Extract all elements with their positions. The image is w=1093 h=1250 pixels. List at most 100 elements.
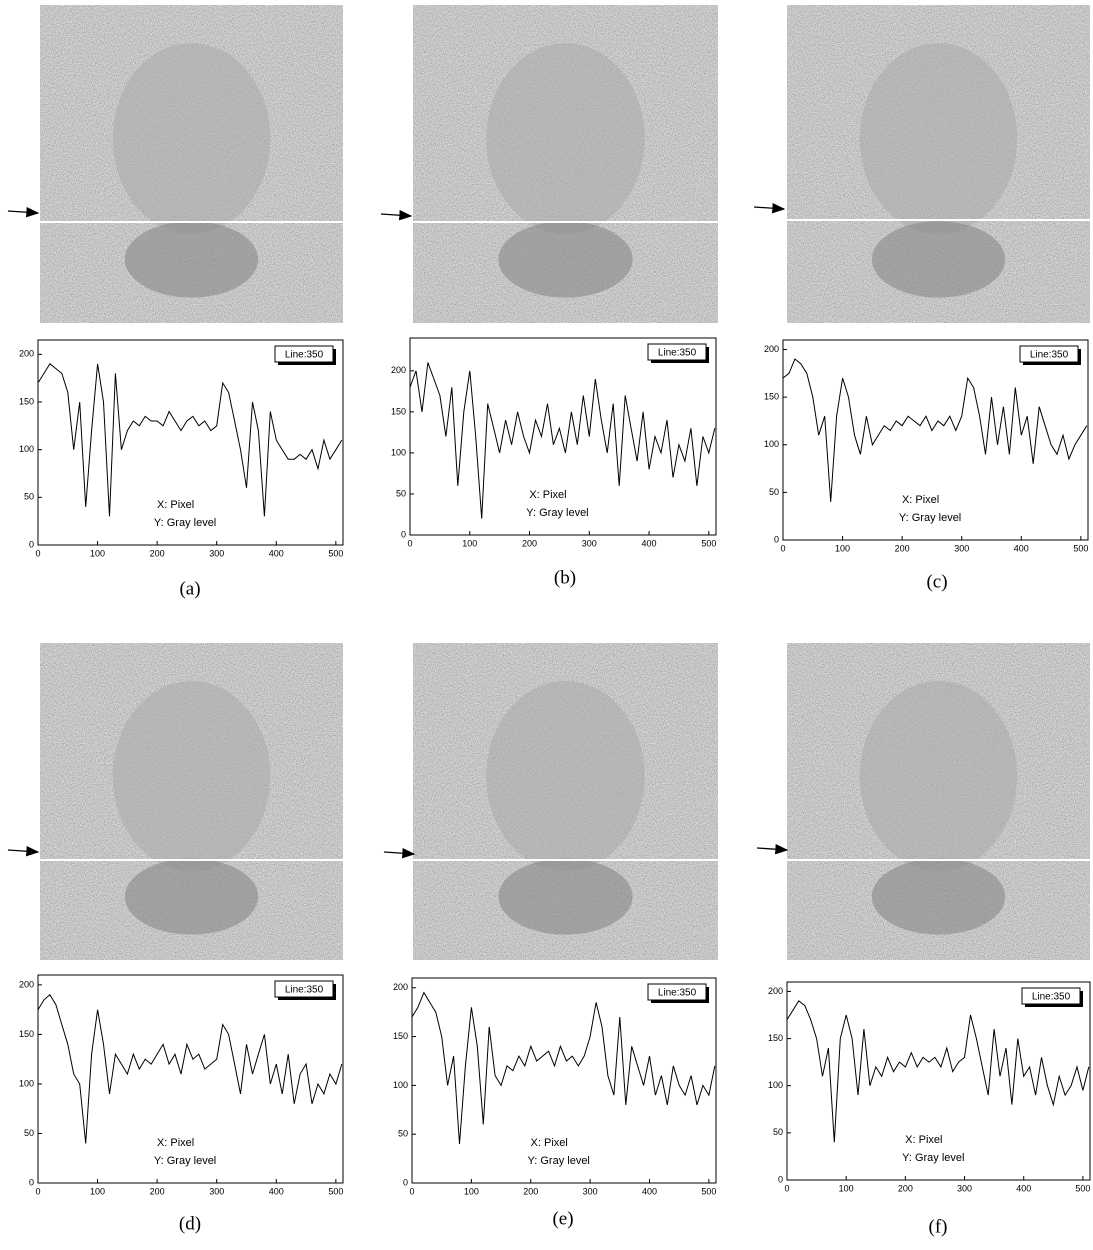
data-line [37, 994, 343, 1144]
y-tick-label: 150 [768, 1033, 783, 1043]
x-tick-label: 400 [269, 1186, 284, 1196]
photo-muzzle [124, 221, 259, 298]
plot-frame [37, 974, 344, 1184]
y-tick-label: 150 [393, 1031, 408, 1041]
x-tick-label: 400 [269, 548, 284, 558]
panel: 0 100 200 300 400 500 0 50 100 150 200 Line:350 X: P… [7, 5, 344, 599]
annotation: Y: Gray level [899, 512, 961, 524]
data-line [782, 358, 1088, 502]
x-tick-label: 300 [957, 1183, 972, 1193]
legend-label: Line:350 [285, 985, 324, 996]
x-tick-label: 300 [209, 548, 224, 558]
data-line [786, 1000, 1090, 1143]
x-tick-label: 200 [150, 548, 165, 558]
y-tick-label: 50 [773, 1127, 783, 1137]
photo-muzzle [498, 858, 633, 935]
arrow [753, 203, 786, 214]
legend-label: Line:350 [285, 350, 324, 361]
y-tick-label: 100 [393, 1080, 408, 1090]
x-tick-label: 500 [1075, 1183, 1090, 1193]
y-tick-label: 50 [398, 1129, 408, 1139]
panel-caption: (e) [552, 1208, 573, 1229]
photo-face [112, 43, 271, 234]
panel-caption: (a) [179, 578, 200, 599]
x-tick-label: 500 [328, 1186, 343, 1196]
photo-muzzle [871, 221, 1006, 298]
data-line [411, 991, 716, 1145]
y-tick-label: 100 [19, 1078, 34, 1088]
x-tick-label: 400 [1014, 543, 1029, 553]
x-tick-label: 200 [522, 538, 537, 548]
panel: 0 100 200 300 400 500 0 50 100 150 200 Line:350 X: P… [7, 643, 344, 1234]
x-tick-label: 200 [895, 543, 910, 553]
x-tick-label: 100 [90, 548, 105, 558]
data-line [37, 363, 343, 517]
legend-label: Line:350 [658, 348, 697, 359]
y-tick-label: 150 [764, 392, 779, 402]
annotation: Y: Gray level [528, 1155, 590, 1167]
x-tick-label: 0 [780, 543, 785, 553]
x-tick-label: 300 [954, 543, 969, 553]
plot-frame [411, 977, 717, 1184]
annotation: X: Pixel [529, 489, 566, 501]
legend-box [647, 983, 707, 1001]
y-tick-label: 200 [19, 979, 34, 989]
x-tick-label: 300 [582, 538, 597, 548]
x-tick-label: 400 [642, 1186, 657, 1196]
panel: 0 100 200 300 400 500 0 50 100 150 200 Line:350 X: P… [383, 643, 718, 1229]
x-tick-label: 0 [35, 548, 40, 558]
y-tick-label: 200 [393, 982, 408, 992]
legend-label: Line:350 [1030, 350, 1069, 361]
annotation: Y: Gray level [526, 507, 588, 519]
x-tick-label: 0 [409, 1186, 414, 1196]
y-tick-label: 0 [778, 1174, 783, 1184]
y-tick-label: 150 [391, 406, 406, 416]
arrow [380, 210, 413, 221]
annotation: Y: Gray level [902, 1152, 964, 1164]
y-tick-label: 100 [764, 439, 779, 449]
annotation: X: Pixel [157, 499, 194, 511]
legend-box [1019, 345, 1079, 363]
x-tick-label: 400 [642, 538, 657, 548]
y-tick-label: 0 [774, 534, 779, 544]
x-tick-label: 500 [701, 538, 716, 548]
y-tick-label: 100 [391, 447, 406, 457]
annotation: X: Pixel [902, 494, 939, 506]
y-tick-label: 200 [19, 349, 34, 359]
arrow [7, 846, 40, 857]
y-tick-label: 150 [19, 1029, 34, 1039]
x-tick-label: 100 [462, 538, 477, 548]
panel: 0 100 200 300 400 500 0 50 100 150 200 Line:350 X: P… [753, 5, 1090, 592]
y-tick-label: 100 [768, 1080, 783, 1090]
y-tick-label: 150 [19, 396, 34, 406]
photo-face [486, 43, 645, 234]
data-line [409, 362, 716, 519]
panel-caption: (b) [554, 567, 576, 588]
y-tick-label: 200 [764, 344, 779, 354]
photo-face [859, 43, 1018, 234]
y-tick-label: 200 [768, 986, 783, 996]
y-tick-label: 50 [24, 1128, 34, 1138]
photo-muzzle [871, 858, 1006, 935]
x-tick-label: 500 [701, 1186, 716, 1196]
legend-box [274, 980, 334, 998]
x-tick-label: 500 [1073, 543, 1088, 553]
x-tick-label: 100 [839, 1183, 854, 1193]
photo-muzzle [124, 858, 259, 935]
legend-label: Line:350 [658, 988, 697, 999]
arrow [383, 848, 416, 859]
legend-box [274, 345, 334, 363]
y-tick-label: 100 [19, 444, 34, 454]
annotation: X: Pixel [531, 1137, 568, 1149]
x-tick-label: 200 [523, 1186, 538, 1196]
annotation: X: Pixel [157, 1137, 194, 1149]
photo-face [859, 681, 1018, 872]
plot-frame [409, 337, 717, 536]
photo-face [486, 681, 645, 872]
annotation: Y: Gray level [154, 517, 216, 529]
y-tick-label: 0 [29, 539, 34, 549]
x-tick-label: 0 [407, 538, 412, 548]
photo-face [112, 681, 271, 872]
y-tick-label: 0 [401, 529, 406, 539]
